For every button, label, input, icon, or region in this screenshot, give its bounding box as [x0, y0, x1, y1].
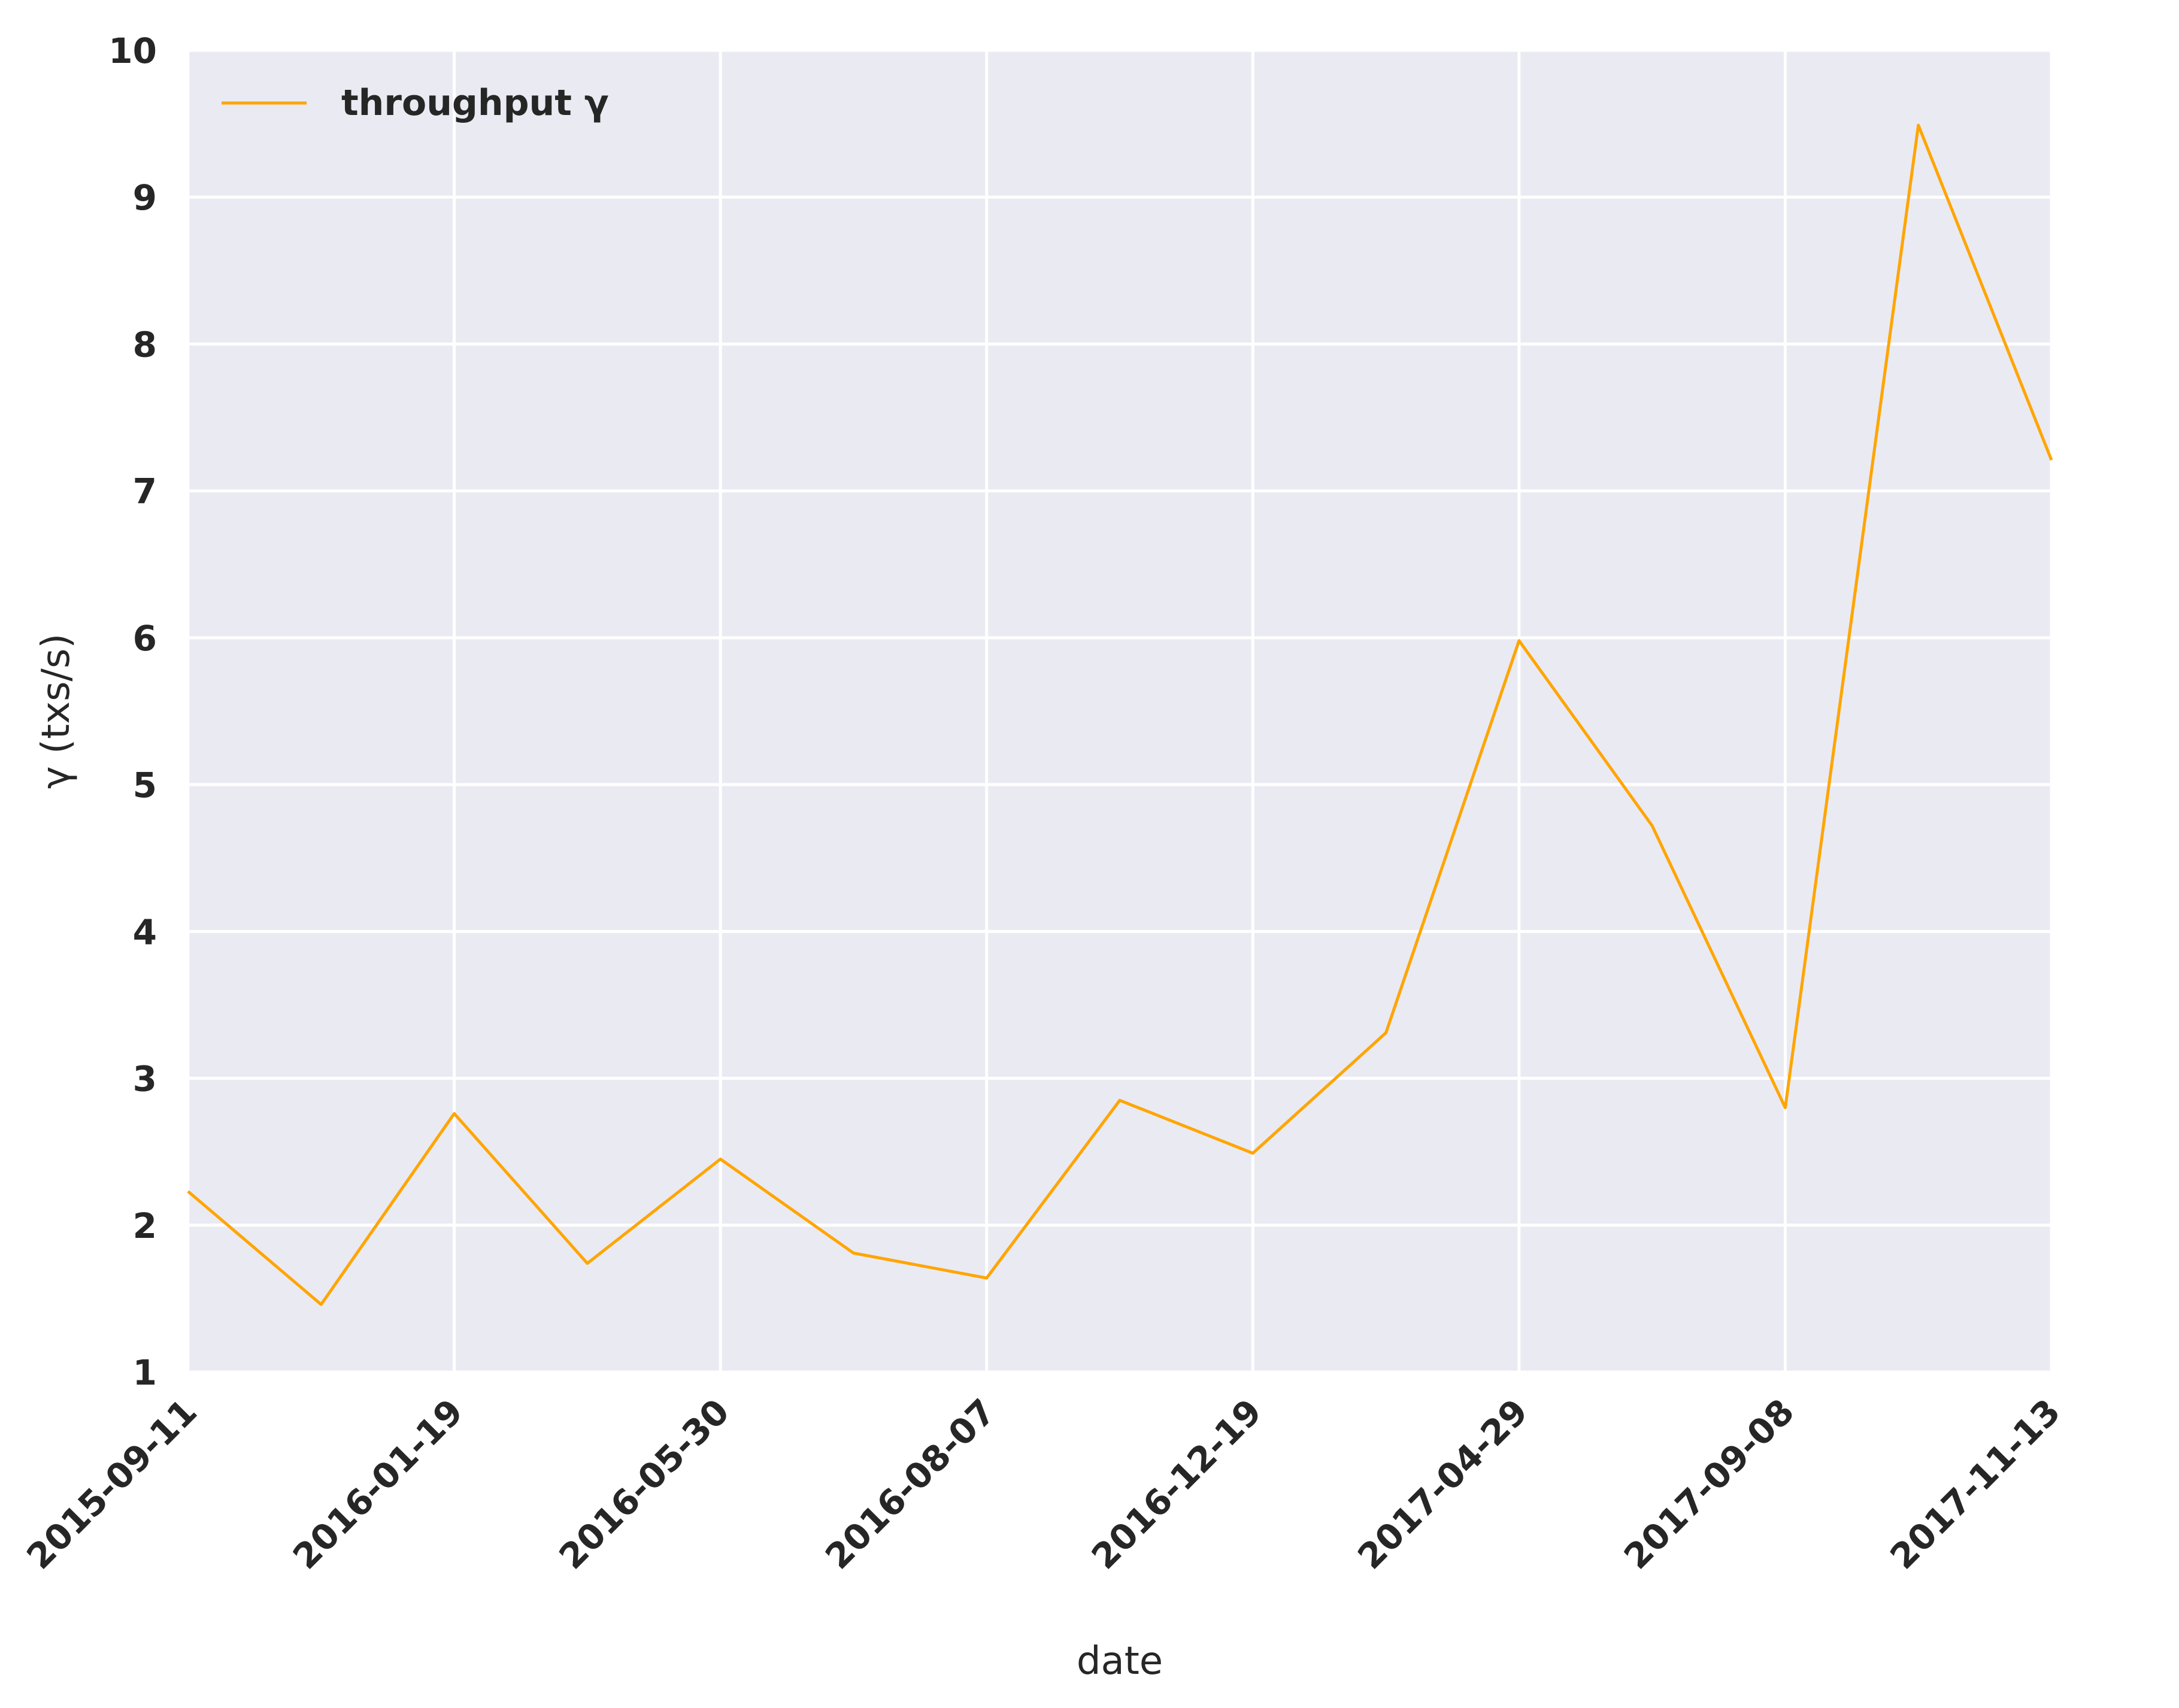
y-tick-label: 2 [133, 1206, 157, 1246]
x-tick-labels: 2015-09-11 2016-01-19 2016-05-30 2016-08-07… [19, 1391, 2068, 1577]
y-tick-label: 10 [108, 31, 157, 71]
y-tick-label: 4 [133, 911, 157, 952]
plot-background [188, 50, 2051, 1372]
x-tick-label: 2017-04-29 [1350, 1391, 1535, 1577]
legend: throughput γ [222, 82, 609, 124]
series-layer [187, 123, 2053, 1306]
y-tick-label: 1 [133, 1352, 157, 1393]
y-tick-label: 9 [133, 177, 157, 218]
x-tick-label: 2017-11-13 [1882, 1391, 2068, 1577]
x-tick-label: 2016-05-30 [551, 1391, 737, 1577]
x-tick-label: 2017-09-08 [1616, 1391, 1802, 1577]
grid-lines [186, 49, 2053, 1374]
legend-label-throughput: throughput γ [341, 82, 609, 124]
x-tick-label: 2015-09-11 [19, 1391, 204, 1577]
y-tick-label: 7 [133, 471, 157, 512]
x-tick-label: 2016-08-07 [817, 1391, 1003, 1577]
x-tick-label: 2016-12-19 [1084, 1391, 1269, 1577]
y-tick-labels: 1 2 3 4 5 6 7 8 9 10 [108, 31, 157, 1393]
y-tick-label: 6 [133, 618, 157, 659]
x-axis-label: date [1077, 1639, 1163, 1683]
y-tick-label: 8 [133, 324, 157, 365]
y-tick-label: 3 [133, 1059, 157, 1100]
series-line-throughput [187, 123, 2053, 1306]
y-tick-label: 5 [133, 765, 157, 805]
x-tick-label: 2016-01-19 [285, 1391, 471, 1577]
y-axis-label: γ (txs/s) [34, 634, 78, 789]
